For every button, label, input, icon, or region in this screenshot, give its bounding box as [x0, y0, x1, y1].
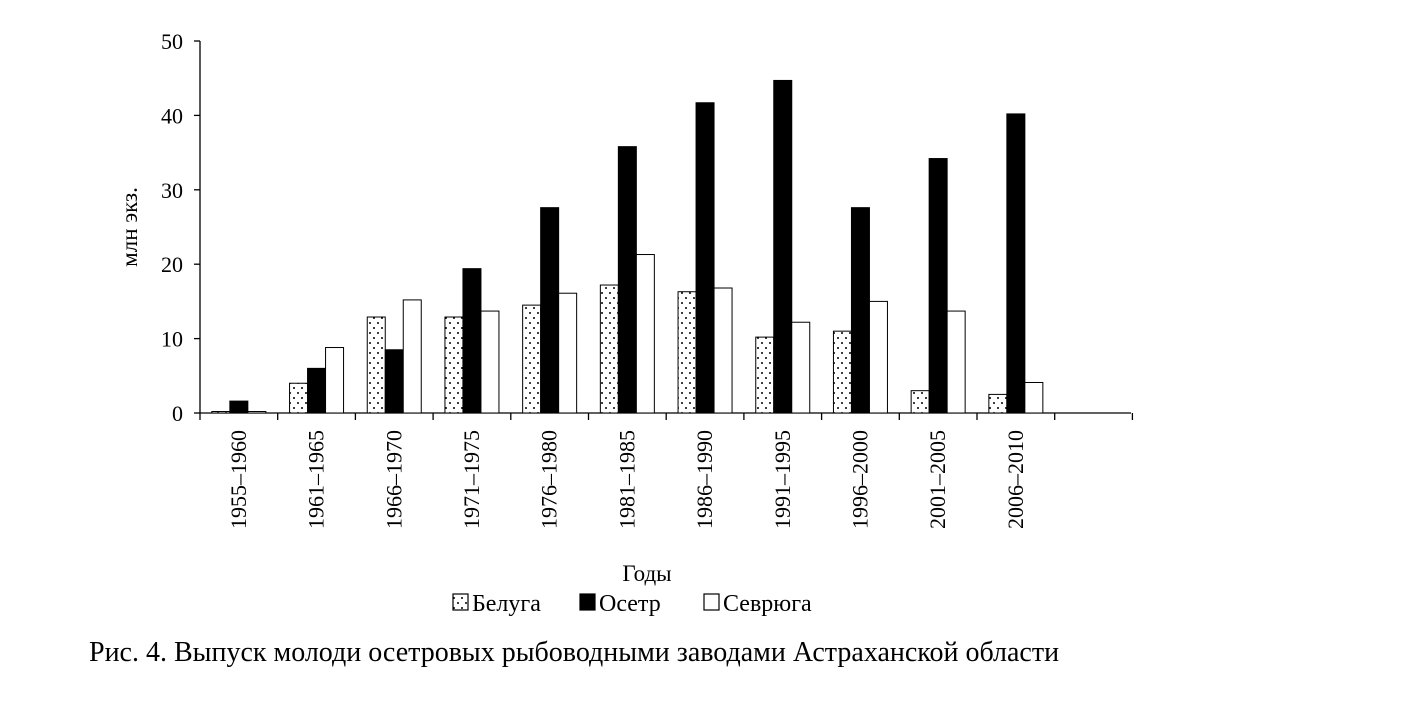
bar-white — [635, 254, 655, 414]
bar-black — [384, 349, 404, 414]
legend-label: Севрюга — [723, 591, 812, 617]
bar-dotted — [910, 390, 930, 414]
bar-white — [480, 310, 500, 414]
bar-white — [946, 310, 966, 414]
bar-white — [791, 321, 811, 414]
plot-area: 0 10 20 30 40 50 1955–1960 1961–1965 1966–1970 19… — [161, 29, 1134, 529]
bar-dotted — [522, 304, 542, 414]
bar-white — [713, 287, 733, 414]
category-label: 1966–1970 — [381, 430, 406, 529]
bar-black — [695, 102, 715, 414]
bar-black — [462, 268, 482, 414]
bar-dotted — [366, 316, 386, 414]
bar-dotted — [988, 393, 1008, 414]
bar-white — [325, 347, 345, 414]
legend: Белуга Осетр Севрюга — [452, 591, 812, 617]
legend-label: Белуга — [472, 591, 541, 617]
y-tick-label: 50 — [161, 29, 183, 54]
y-axis-label: млн экз. — [117, 187, 142, 267]
category-label: 1991–1995 — [770, 430, 795, 529]
category-label: 1976–1980 — [537, 430, 562, 529]
figure-caption: Рис. 4. Выпуск молоди осетровых рыбоводн… — [89, 637, 1060, 668]
bar-dotted — [289, 382, 309, 414]
bar-black — [617, 146, 637, 414]
x-axis-label: Годы — [622, 561, 671, 586]
bar-dotted — [677, 291, 697, 414]
category-label: 1986–1990 — [692, 430, 717, 529]
bar-white — [1024, 381, 1044, 414]
category-label: 2006–2010 — [1003, 430, 1028, 529]
bar-black — [850, 207, 870, 414]
category-label: 1996–2000 — [847, 430, 872, 529]
bar-dotted — [444, 316, 464, 414]
category-label: 1971–1975 — [459, 430, 484, 529]
bar-black — [540, 207, 560, 414]
bar-white — [558, 292, 578, 414]
bar-black — [928, 158, 948, 414]
bar-black — [1006, 113, 1026, 414]
y-tick-label: 0 — [172, 401, 183, 426]
category-label: 2001–2005 — [925, 430, 950, 529]
bar-black — [229, 400, 249, 414]
y-tick-label: 30 — [161, 178, 183, 203]
bar-dotted — [832, 330, 852, 414]
bar-white — [402, 299, 422, 414]
legend-swatch-dotted — [452, 593, 469, 611]
legend-swatch-white — [703, 593, 720, 611]
y-tick-label: 10 — [161, 327, 183, 352]
y-tick-label: 20 — [161, 252, 183, 277]
category-label: 1961–1965 — [304, 430, 329, 529]
y-tick-label: 40 — [161, 103, 183, 128]
bar-white — [868, 300, 888, 414]
bar-white — [247, 411, 267, 414]
category-label: 1955–1960 — [226, 430, 251, 529]
category-label: 1981–1985 — [614, 430, 639, 529]
bar-black — [773, 79, 793, 414]
legend-swatch-black — [579, 593, 596, 611]
bar-dotted — [211, 411, 231, 414]
bar-dotted — [755, 336, 775, 414]
bar-black — [307, 367, 327, 414]
legend-label: Осетр — [599, 591, 661, 617]
bar-dotted — [599, 284, 619, 414]
